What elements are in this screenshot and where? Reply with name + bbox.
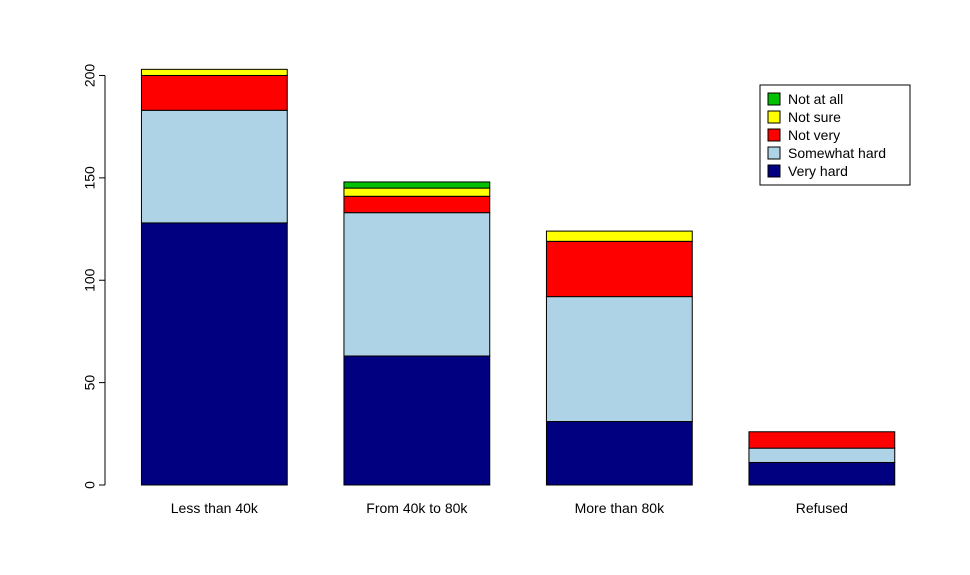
legend-label: Not very: [788, 127, 840, 143]
legend-label: Not at all: [788, 91, 843, 107]
category-label: Less than 40k: [171, 500, 259, 516]
category-label: From 40k to 80k: [366, 500, 468, 516]
legend-swatch: [768, 111, 780, 123]
legend-label: Very hard: [788, 163, 848, 179]
y-tick-label: 150: [82, 166, 98, 190]
bar-segment: [749, 462, 895, 485]
chart-container: 0 50 100 150 200 Less than 40k From 40k to 80k…: [0, 0, 970, 575]
bar-segment: [141, 223, 287, 485]
bar-segment: [344, 213, 490, 356]
legend-swatch: [768, 129, 780, 141]
bar-segment: [546, 422, 692, 485]
bar-segment: [546, 297, 692, 422]
legend-label: Somewhat hard: [788, 145, 886, 161]
bar-segment: [546, 231, 692, 241]
y-tick-label: 50: [82, 375, 98, 391]
legend-label: Not sure: [788, 109, 841, 125]
bar-segment: [344, 196, 490, 212]
bar-segment: [546, 241, 692, 296]
legend-swatch: [768, 93, 780, 105]
y-tick-label: 100: [82, 268, 98, 292]
legend-swatch: [768, 165, 780, 177]
bar-segment: [749, 448, 895, 462]
bar-segment: [749, 432, 895, 448]
bar-segment: [141, 110, 287, 223]
bar-segment: [344, 188, 490, 196]
bar-segment: [141, 75, 287, 110]
bar-segment: [344, 356, 490, 485]
legend-swatch: [768, 147, 780, 159]
bar-segment: [141, 69, 287, 75]
category-label: More than 80k: [575, 500, 665, 516]
y-tick-label: 200: [82, 64, 98, 88]
bar-segment: [344, 182, 490, 188]
category-label: Refused: [796, 500, 848, 516]
y-tick-label: 0: [82, 481, 98, 489]
stacked-bar-chart: 0 50 100 150 200 Less than 40k From 40k to 80k…: [0, 0, 970, 575]
